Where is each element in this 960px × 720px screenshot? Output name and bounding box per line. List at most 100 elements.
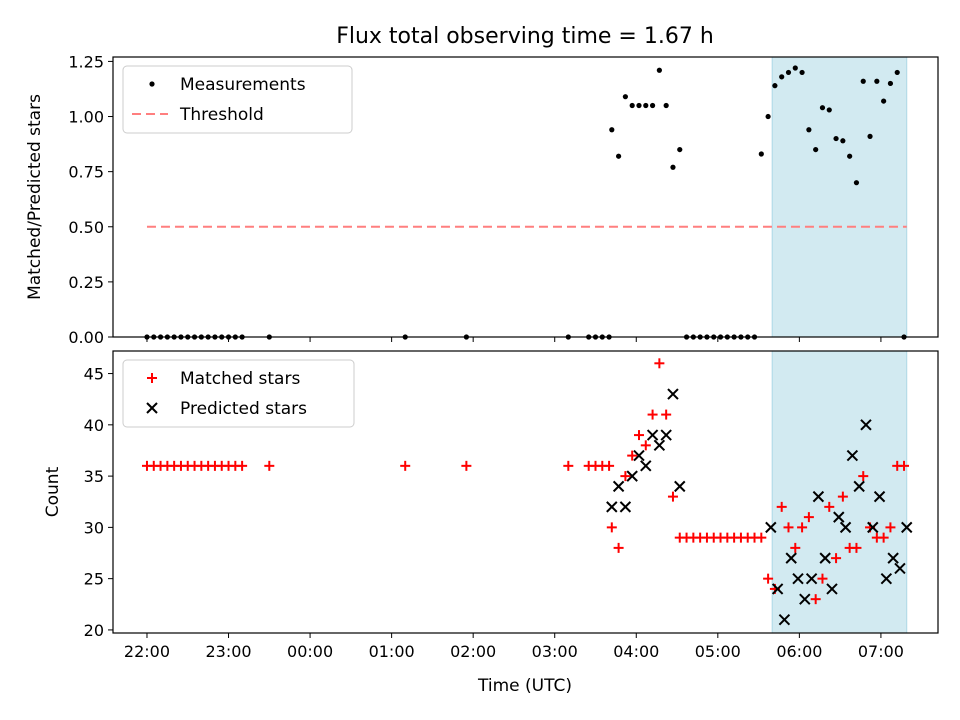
measurement-point [772,83,778,89]
x-tick-label: 23:00 [205,642,251,661]
y-tick-label: 20 [84,621,104,640]
legend-box [122,359,355,428]
matched-star-point [797,522,808,533]
predicted-star-point [867,521,879,534]
measurement-point [853,180,860,186]
predicted-star-point [612,480,625,493]
measurement-point [840,138,846,144]
measurement-point [677,146,683,153]
plot-frame [112,56,939,338]
predicted-star-point [771,583,784,595]
x-axis-label: Time (UTC) [477,676,572,696]
measurement-point [874,78,880,84]
measurement-point [860,78,866,84]
observing-window-shade [771,56,908,338]
matched-star-point [620,471,631,482]
matched-star-point [640,440,651,451]
matched-star-point [756,532,767,543]
matched-star-point [790,542,801,553]
plot-frame [112,350,939,634]
ratio-panel: 0.00 0.25 0.50 0.75 1.00 1.25 Matched/Predicte… [25,52,939,347]
predicted-star-point [785,552,797,564]
matched-star-point [783,522,794,533]
x-tick-label: 22:00 [124,642,170,661]
measurement-point [670,164,676,170]
matched-star-point [606,522,617,533]
y-tick-label: 1.00 [68,108,104,127]
y-tick-label: 40 [84,416,104,435]
matched-star-point [604,460,615,471]
matched-star-point [613,542,624,553]
legend-dot-swatch [149,81,155,87]
predicted-star-point [812,490,825,503]
matched-star-point [627,450,638,461]
legend-label: Measurements [180,75,306,95]
predicted-star-point [853,480,865,493]
legend: Matched stars Predicted stars [122,359,355,428]
predicted-star-point [626,470,638,482]
predicted-star-point [606,501,618,513]
matched-star-point [899,460,910,471]
measurement-point [663,102,669,109]
predicted-star-point [860,419,872,431]
measurement-point [881,98,887,104]
matched-star-point [776,501,787,512]
x-tick-label: 02:00 [450,642,496,661]
predicted-star-point [653,439,666,452]
matched-star-point [803,512,814,523]
y-tick-label: 0.50 [68,218,104,237]
legend-box [122,65,353,134]
measurement-point [629,102,635,109]
predicted-star-point [674,480,686,493]
legend: Measurements Threshold [122,65,353,134]
matched-star-point [264,460,275,471]
x-tick-label: 03:00 [532,642,578,661]
measurement-point [643,102,649,109]
measurement-point [792,65,798,71]
matched-star-point [661,409,672,420]
predicted-star-point [792,572,804,585]
predicted-star-point [839,521,852,534]
measurement-point [806,127,812,133]
measurement-point [785,69,792,76]
matched-star-point [824,501,835,512]
predicted-star-point [887,552,899,564]
observing-window-shade [771,350,908,634]
measurement-point [847,153,853,159]
y-axis-label: Count [43,466,63,517]
matched-star-point [810,594,821,605]
predicted-star-point [765,521,777,534]
measurement-point [622,94,628,100]
measurement-point [779,74,785,80]
legend-x-swatch [146,402,158,414]
matched-star-point [633,430,644,441]
legend-label: Predicted stars [180,399,307,419]
predicted-star-point [833,511,845,523]
predicted-star-point [619,501,632,513]
measurement-point [636,102,642,109]
x-tick-label: 01:00 [369,642,415,661]
measurement-point [649,102,656,109]
measurement-point [833,135,839,142]
measurement-point [826,107,832,113]
legend-label: Matched stars [180,369,300,389]
y-tick-label: 1.25 [68,52,104,71]
y-tick-label: 45 [84,365,104,384]
y-tick-label: 35 [84,467,104,486]
matched-star-point [763,573,774,584]
measurement-point [867,133,873,139]
matched-star-point [237,460,248,471]
measurement-point [616,153,622,159]
measurement-point [609,127,615,133]
matched-star-point [667,491,678,502]
predicted-star-point [805,572,818,585]
predicted-star-point [660,429,672,441]
predicted-star-point [667,388,679,400]
count-panel: 20 25 30 35 40 45 22:00 23:00 00:00 01:00 02:00 03:… [43,350,939,661]
y-tick-label: 25 [84,570,104,589]
x-tick-label: 00:00 [287,642,333,661]
matched-star-point [837,491,848,502]
matched-star-point [817,573,828,584]
measurement-point [813,146,819,153]
y-axis-label: Matched/Predicted stars [25,94,45,300]
